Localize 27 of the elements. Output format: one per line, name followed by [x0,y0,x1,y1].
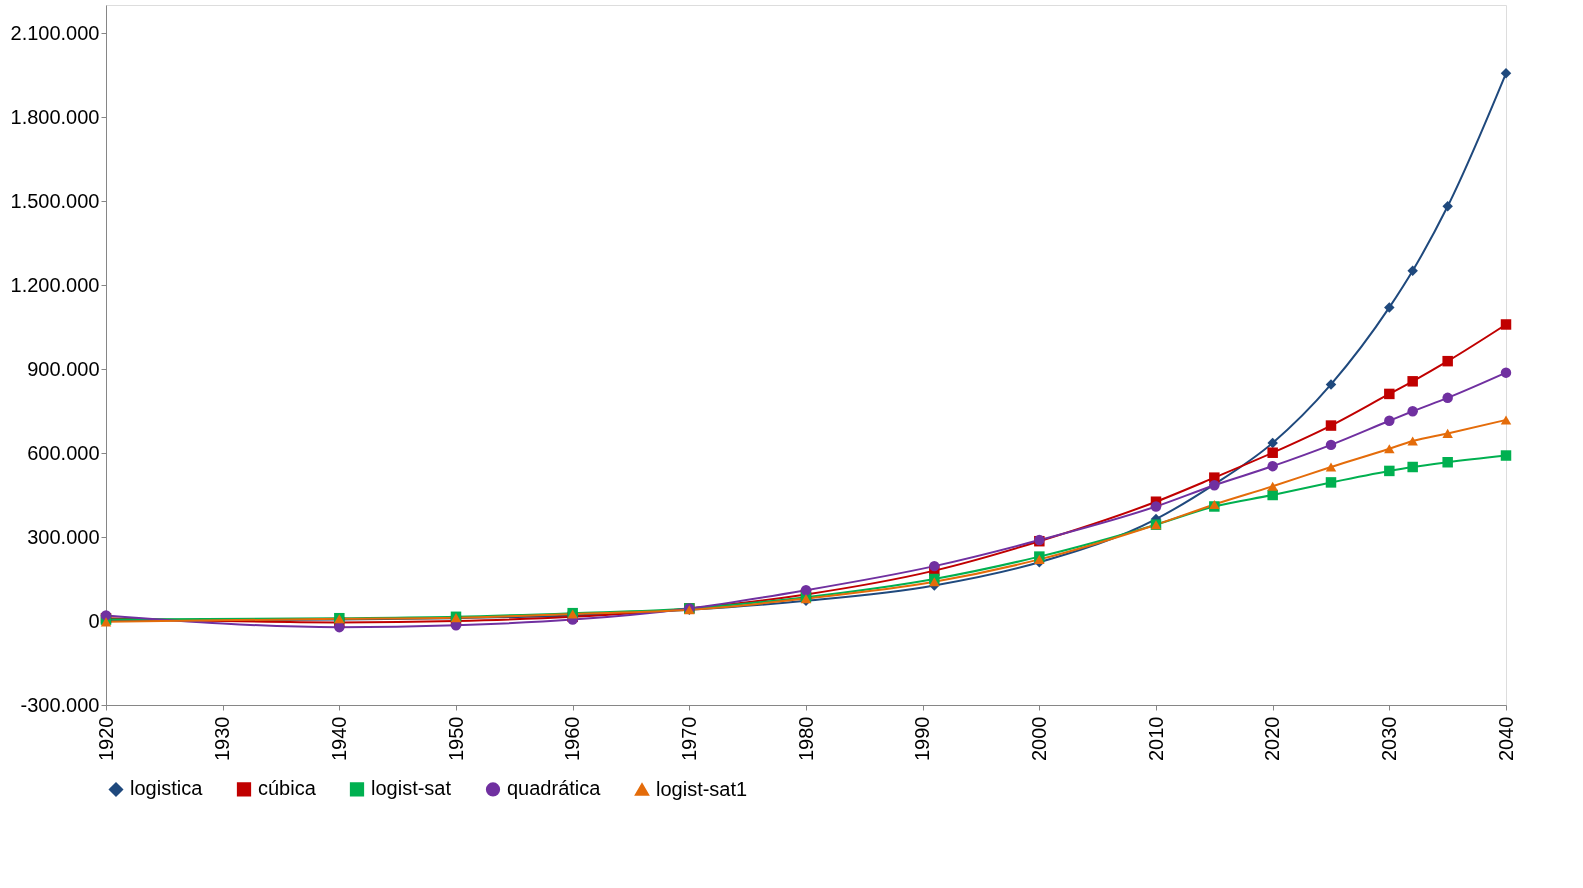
y-tick-label: 900.000 [27,357,100,380]
x-tick-label: 1960 [561,716,584,761]
legend-label: cúbica [258,777,317,800]
y-tick-label: -300.000 [20,693,100,716]
x-tick-label: 1930 [211,716,234,761]
x-tick-label: 2000 [1027,716,1050,761]
x-tick-label: 2040 [1494,716,1517,761]
y-tick-label: 300.000 [27,525,100,548]
y-tick-label: 0 [88,609,100,632]
x-tick-label: 2020 [1261,716,1284,761]
x-tick-label: 1950 [444,716,467,761]
x-tick-label: 1940 [327,716,350,761]
legend-label: quadrática [507,777,602,800]
x-tick-label: 1970 [677,716,700,761]
y-tick-label: 600.000 [27,441,100,464]
y-tick-label: 2.100.000 [10,21,100,44]
x-tick-label: 1980 [794,716,817,761]
y-tick-label: 1.800.000 [10,105,100,128]
x-tick-label: 1990 [911,716,934,761]
legend-label: logist-sat1 [656,777,748,800]
x-tick-label: 2030 [1377,716,1400,761]
legend-label: logistica [130,777,204,800]
y-tick-label: 1.200.000 [10,273,100,296]
legend-label: logist-sat [371,777,452,800]
x-tick-label: 2010 [1144,716,1167,761]
y-tick-label: 1.500.000 [10,189,100,212]
x-tick-label: 1920 [94,716,117,761]
